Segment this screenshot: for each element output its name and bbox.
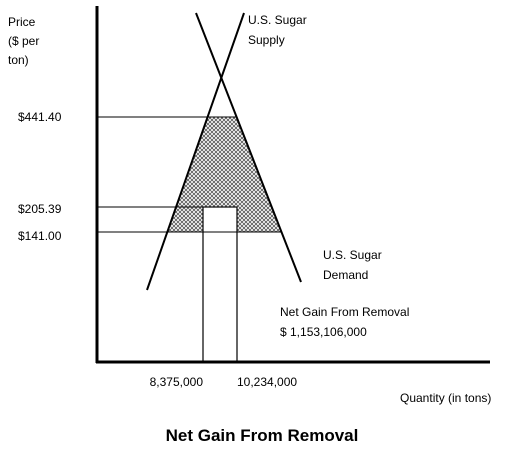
supply-label: U.S. Sugar <box>248 13 307 27</box>
price-label: $441.40 <box>18 110 62 124</box>
title: Net Gain From Removal <box>166 426 359 445</box>
net-gain-value: $ 1,153,106,000 <box>280 325 367 339</box>
price-label: $205.39 <box>18 202 62 216</box>
demand-label: U.S. Sugar <box>323 248 382 262</box>
demand-line <box>195 12 302 283</box>
gain-rectangle <box>202 206 238 363</box>
demand-label: Demand <box>323 268 368 282</box>
y-axis-label: Price <box>8 15 36 29</box>
shaded-area <box>167 117 281 232</box>
quantity-label: 8,375,000 <box>150 375 204 389</box>
x-axis-label: Quantity (in tons) <box>400 391 491 405</box>
supply-label: Supply <box>248 33 285 47</box>
price-label: $141.00 <box>18 229 62 243</box>
net-gain-label: Net Gain From Removal <box>280 305 409 319</box>
supply-line <box>146 12 245 291</box>
quantity-label: 10,234,000 <box>237 375 297 389</box>
y-axis-label: ton) <box>8 53 29 67</box>
y-axis-label: ($ per <box>8 34 39 48</box>
